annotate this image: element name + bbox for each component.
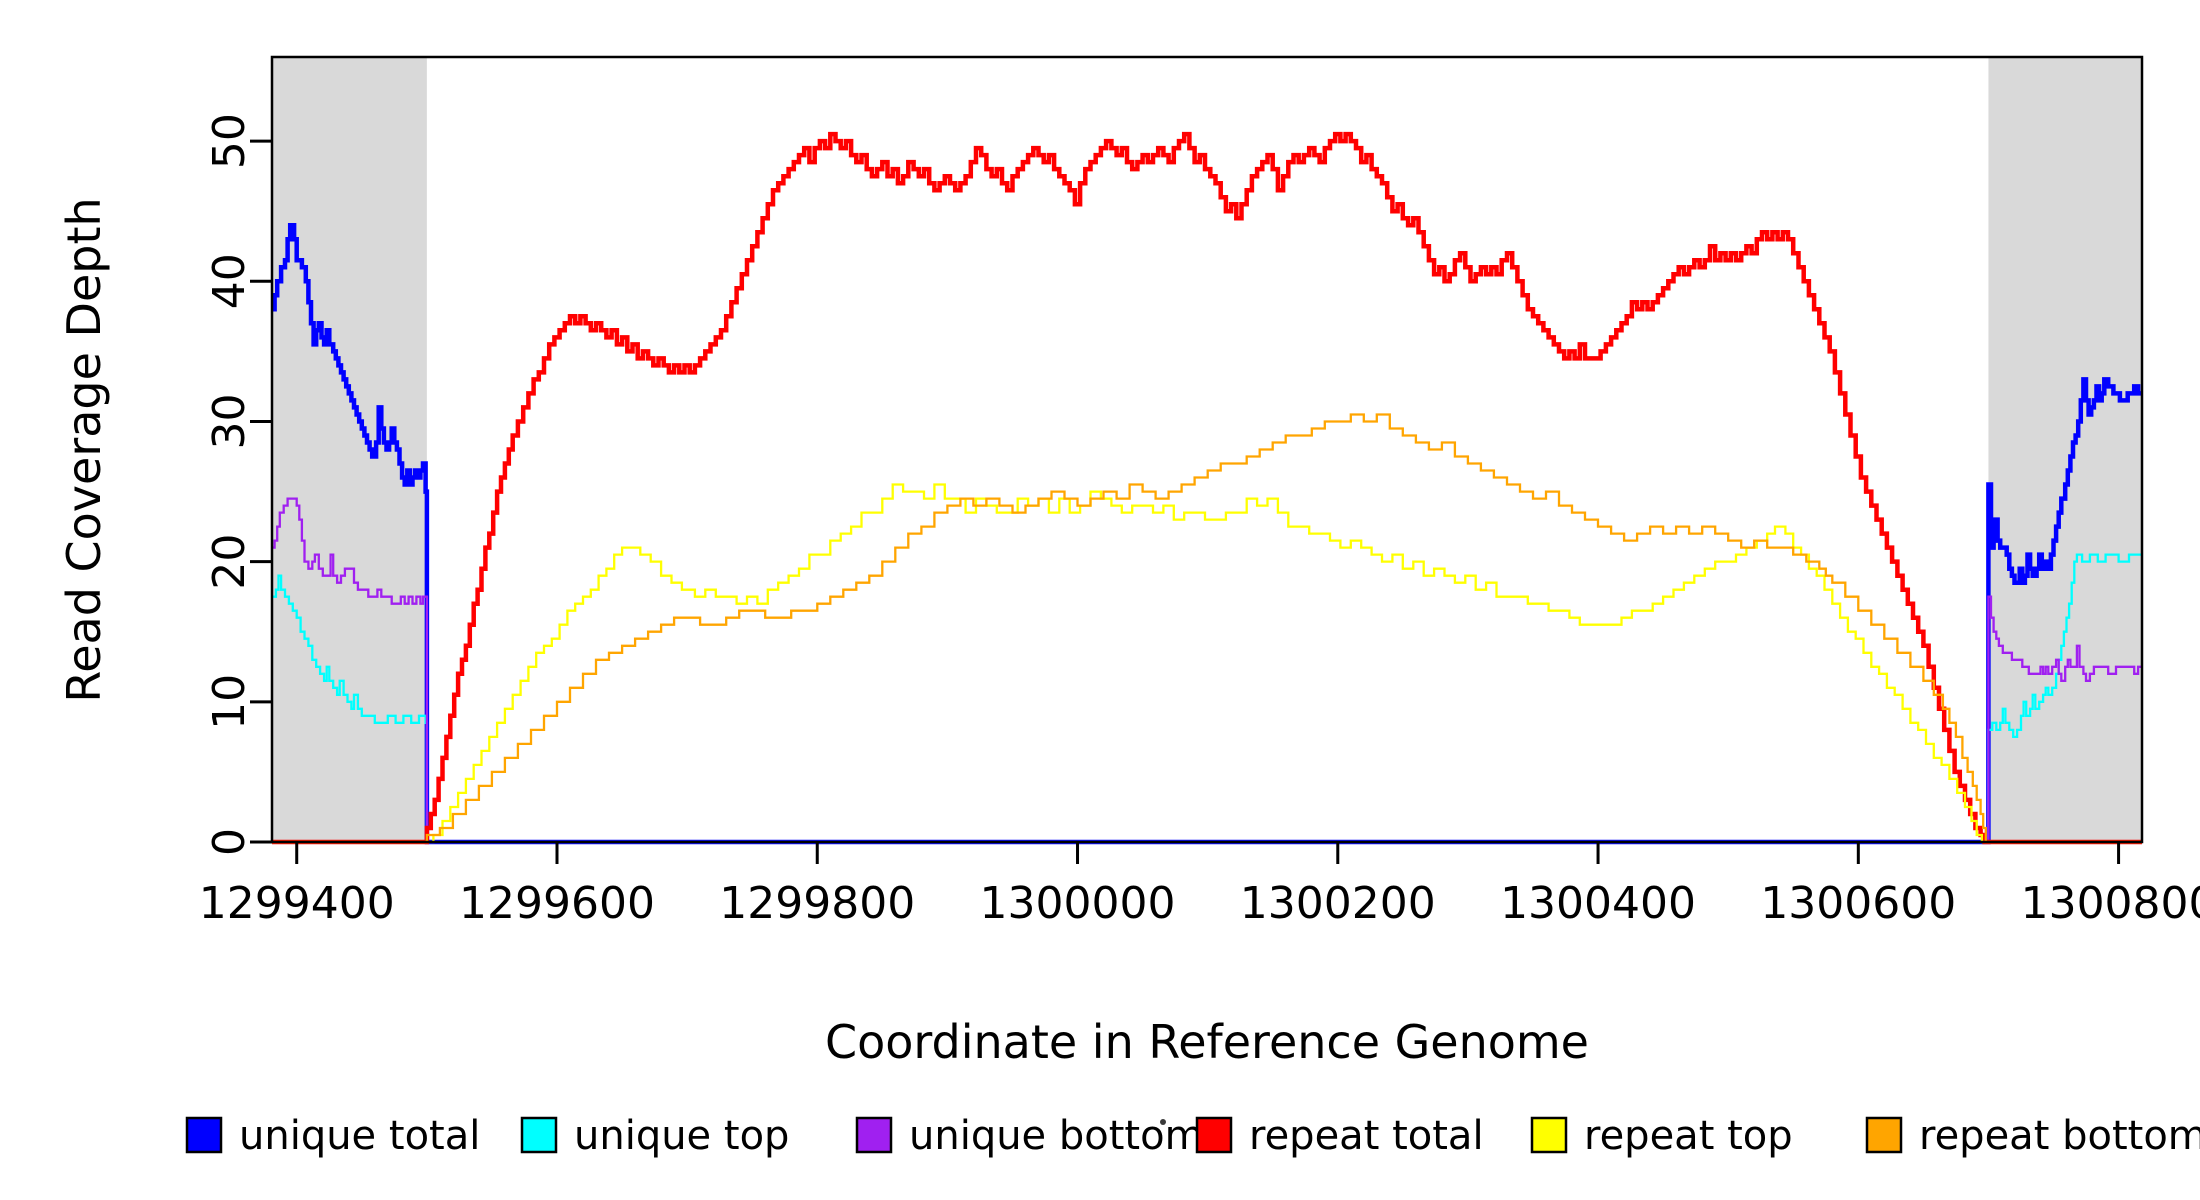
y-tick-label: 30 [204, 393, 255, 449]
x-tick-label: 1300400 [1500, 878, 1696, 929]
legend-swatch [520, 1116, 558, 1154]
stray-mark-dot [1160, 1119, 1166, 1125]
series-repeat-top [272, 483, 2142, 844]
legend-label: repeat total [1249, 1113, 1484, 1159]
x-tick-label: 1300000 [980, 878, 1176, 929]
series-unique-bottom [272, 497, 2142, 844]
legend: unique total unique top unique bottom repea… [185, 1113, 2200, 1159]
x-axis: 1299400 1299600 1299800 1300000 1300200 13004… [199, 842, 2200, 929]
y-axis-title: Read Coverage Depth [57, 197, 111, 702]
legend-label: repeat top [1584, 1113, 1793, 1159]
y-tick-label: 10 [204, 674, 255, 730]
legend-swatch [185, 1116, 223, 1154]
x-tick-label: 1299600 [459, 878, 655, 929]
legend-item-unique-bottom: unique bottom [855, 1113, 1204, 1159]
legend-label: repeat bottom [1919, 1113, 2200, 1159]
legend-item-repeat-top: repeat top [1530, 1113, 1793, 1159]
y-tick-label: 50 [204, 113, 255, 169]
shaded-region-1 [1988, 57, 2142, 842]
x-tick-label: 1299400 [199, 878, 395, 929]
legend-item-repeat-bottom: repeat bottom [1865, 1113, 2200, 1159]
legend-label: unique total [239, 1113, 480, 1159]
x-tick-label: 1300200 [1240, 878, 1436, 929]
legend-item-repeat-total: repeat total [1195, 1113, 1484, 1159]
y-tick-label: 40 [204, 253, 255, 309]
x-tick-label: 1299800 [719, 878, 915, 929]
legend-item-unique-total: unique total [185, 1113, 480, 1159]
legend-label: unique bottom [909, 1113, 1204, 1159]
legend-item-unique-top: unique top [520, 1113, 789, 1159]
series-repeat-bottom [272, 413, 2142, 844]
x-tick-label: 1300800 [2021, 878, 2200, 929]
x-axis-title: Coordinate in Reference Genome [825, 1015, 1589, 1069]
x-tick-label: 1300600 [1760, 878, 1956, 929]
y-axis: 0 10 20 30 40 50 [204, 113, 272, 856]
coverage-series-lines [272, 131, 2142, 845]
series-unique-total [272, 222, 2142, 845]
y-tick-label: 0 [204, 828, 255, 856]
legend-swatch [855, 1116, 893, 1154]
legend-swatch [1865, 1116, 1903, 1154]
series-repeat-total [272, 131, 2142, 845]
plot-border-box [270, 55, 2144, 844]
legend-label: unique top [574, 1113, 789, 1159]
legend-swatch [1195, 1116, 1233, 1154]
shaded-region-0 [272, 57, 427, 842]
y-tick-label: 20 [204, 534, 255, 590]
legend-swatch [1530, 1116, 1568, 1154]
